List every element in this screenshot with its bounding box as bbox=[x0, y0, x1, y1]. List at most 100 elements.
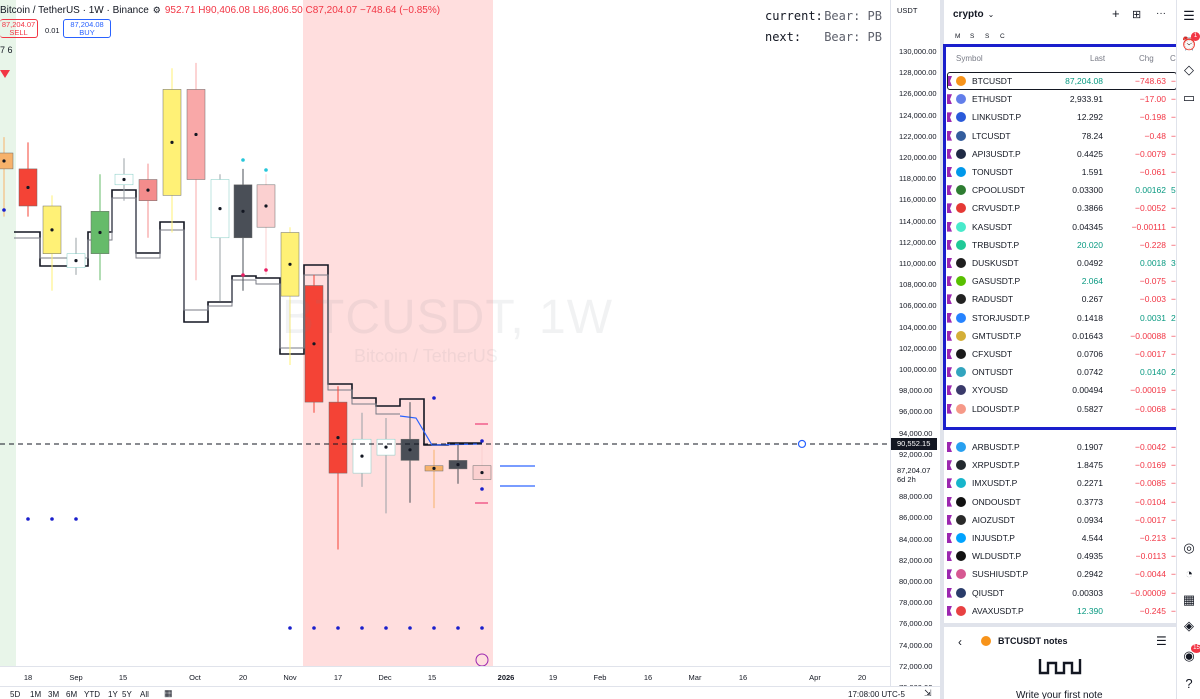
watchlist-row[interactable]: LINKUSDT.P 12.292 −0.198 −1 bbox=[944, 108, 1176, 126]
watchlist-row[interactable]: TONUSDT 1.591 −0.061 −3 bbox=[944, 163, 1176, 181]
chat-icon[interactable]: ▭ bbox=[1182, 90, 1196, 105]
price-chart[interactable] bbox=[0, 0, 890, 666]
scale-toggle-icon[interactable]: ⇲ bbox=[924, 688, 932, 698]
range-button[interactable]: YTD bbox=[84, 690, 100, 699]
watchlist-row[interactable]: ARBUSDT.P 0.1907 −0.0042 −2 bbox=[944, 438, 1176, 456]
watchlist-row[interactable]: GMTUSDT.P 0.01643 −0.00088 −5 bbox=[944, 327, 1176, 345]
watchlist-row[interactable]: ETHUSDT 2,933.91 −17.00 −0 bbox=[944, 90, 1176, 108]
target-icon[interactable]: ◎ bbox=[1183, 540, 1195, 555]
flag-icon[interactable] bbox=[947, 551, 952, 562]
flag-icon[interactable] bbox=[947, 514, 952, 525]
watchlist-section-tab[interactable]: M bbox=[955, 33, 961, 40]
column-last[interactable]: Last bbox=[1090, 54, 1106, 63]
flag-icon[interactable] bbox=[947, 569, 952, 580]
flag-icon[interactable] bbox=[947, 221, 952, 232]
range-button[interactable]: 1M bbox=[30, 690, 42, 699]
price-axis[interactable]: USDT 130,000.00 128,000.00 126,000.00 124,0… bbox=[890, 0, 940, 692]
watchlist-row[interactable]: RADUSDT 0.267 −0.003 −1 bbox=[944, 290, 1176, 308]
watchlist-row[interactable]: AIOZUSDT 0.0934 −0.0017 −1 bbox=[944, 511, 1176, 529]
flag-icon[interactable] bbox=[947, 239, 952, 250]
chart-pane[interactable]: Bitcoin / TetherUS · 1W · Binance ⚙ 952.… bbox=[0, 0, 890, 686]
notes-list-icon[interactable]: ☰ bbox=[1156, 634, 1167, 648]
range-button[interactable]: 3M bbox=[48, 690, 60, 699]
watchlist-row[interactable]: TRBUSDT.P 20.020 −0.228 −1 bbox=[944, 236, 1176, 254]
interval-badge[interactable]: 7 6 bbox=[0, 45, 13, 55]
flag-icon[interactable] bbox=[947, 112, 952, 123]
flag-icon[interactable] bbox=[947, 349, 952, 359]
flag-icon[interactable] bbox=[947, 94, 952, 105]
flag-icon[interactable] bbox=[947, 385, 952, 396]
watchlist-row[interactable]: INJUSDT.P 4.544 −0.213 −4 bbox=[944, 529, 1176, 547]
watchlist-row[interactable]: STORJUSDT.P 0.1418 0.0031 2.2 bbox=[944, 309, 1176, 327]
flag-icon[interactable] bbox=[947, 258, 952, 268]
symbol-legend[interactable]: Bitcoin / TetherUS · 1W · Binance bbox=[0, 4, 149, 16]
flag-icon[interactable] bbox=[947, 276, 952, 287]
flag-icon[interactable] bbox=[947, 203, 952, 214]
calendar-icon[interactable]: ▦ bbox=[164, 688, 173, 698]
flag-icon[interactable] bbox=[947, 533, 952, 543]
bulb-icon[interactable]: ◔ bbox=[1185, 566, 1193, 581]
watchlist-row[interactable]: DUSKUSDT 0.0492 0.0018 3.8 bbox=[944, 254, 1176, 272]
range-button[interactable]: 5D bbox=[10, 690, 21, 699]
watchlist-section-tab[interactable]: S bbox=[970, 33, 975, 40]
watchlist-row[interactable]: LDOUSDT.P 0.5827 −0.0068 −1 bbox=[944, 400, 1176, 418]
watchlist-title[interactable]: crypto ⌄ bbox=[953, 9, 994, 20]
clock[interactable]: 17:08:00 UTC-5 bbox=[848, 690, 905, 699]
watchlist-row[interactable]: API3USDT.P 0.4425 −0.0079 −1 bbox=[944, 145, 1176, 163]
watchlist-row[interactable]: WLDUSDT.P 0.4935 −0.0113 −2 bbox=[944, 547, 1176, 565]
sell-button[interactable]: 87,204.07 SELL bbox=[0, 19, 38, 38]
calendar-grid-icon[interactable]: ▦ bbox=[1182, 592, 1196, 607]
watchlist-section-tab[interactable]: S bbox=[985, 33, 990, 40]
flag-icon[interactable] bbox=[947, 442, 952, 452]
column-chgp[interactable]: C bbox=[1170, 54, 1176, 63]
help-icon[interactable]: ? bbox=[1185, 676, 1193, 691]
flag-icon[interactable] bbox=[947, 587, 952, 598]
write-first-note[interactable]: Write your first note bbox=[1016, 690, 1103, 699]
flag-icon[interactable] bbox=[947, 478, 952, 489]
layout-icon[interactable]: ⊞ bbox=[1132, 9, 1142, 21]
flag-icon[interactable] bbox=[947, 330, 952, 341]
flag-icon[interactable] bbox=[947, 130, 952, 141]
flag-icon[interactable] bbox=[947, 148, 952, 159]
column-symbol[interactable]: Symbol bbox=[956, 54, 983, 63]
watchlist-row[interactable]: QIUSDT 0.00303 −0.00009 −2 bbox=[944, 584, 1176, 602]
flag-icon[interactable] bbox=[947, 460, 952, 471]
flag-icon[interactable] bbox=[947, 605, 952, 616]
flag-icon[interactable] bbox=[947, 312, 952, 323]
back-icon[interactable]: ‹ bbox=[958, 635, 962, 649]
flag-icon[interactable] bbox=[947, 185, 952, 196]
range-button[interactable]: All bbox=[140, 690, 149, 699]
watchlist-row[interactable]: IMXUSDT.P 0.2271 −0.0085 −3 bbox=[944, 474, 1176, 492]
layers-icon[interactable]: ◇ bbox=[1184, 62, 1194, 77]
buy-button[interactable]: 87,204.08 BUY bbox=[63, 19, 111, 38]
watchlist-row[interactable]: KASUSDT 0.04345 −0.00111 −2 bbox=[944, 218, 1176, 236]
notifications-icon[interactable]: ◉ bbox=[1183, 648, 1195, 663]
flag-icon[interactable] bbox=[947, 76, 952, 86]
watchlist-row[interactable]: ONTUSDT 0.0742 0.0140 23 bbox=[944, 363, 1176, 381]
watchlist-row[interactable]: ONDOUSDT 0.3773 −0.0104 −2 bbox=[944, 493, 1176, 511]
currency-label[interactable]: USDT bbox=[897, 6, 918, 15]
watchlist-row[interactable]: XRPUSDT.P 1.8475 −0.0169 −0 bbox=[944, 456, 1176, 474]
range-button[interactable]: 1Y bbox=[108, 690, 118, 699]
flag-icon[interactable] bbox=[947, 496, 952, 507]
gear-icon[interactable]: ⚙ bbox=[152, 4, 161, 15]
watchlist-row[interactable]: CFXUSDT 0.0706 −0.0017 −2 bbox=[944, 345, 1176, 363]
watchlist-section-tab[interactable]: C bbox=[1000, 33, 1005, 40]
range-button[interactable]: 5Y bbox=[122, 690, 132, 699]
range-button[interactable]: 6M bbox=[66, 690, 78, 699]
watchlist-row[interactable]: LTCUSDT 78.24 −0.48 −0 bbox=[944, 127, 1176, 145]
ideas-icon[interactable]: ◈ bbox=[1184, 618, 1194, 633]
flag-icon[interactable] bbox=[947, 367, 952, 378]
flag-icon[interactable] bbox=[947, 294, 952, 305]
watchlist-row[interactable]: AVAXUSDT.P 12.390 −0.245 −1 bbox=[944, 602, 1176, 620]
watchlist-row[interactable]: GASUSDT.P 2.064 −0.075 −3 bbox=[944, 272, 1176, 290]
watchlist-row[interactable]: SUSHIUSDT.P 0.2942 −0.0044 −1 bbox=[944, 565, 1176, 583]
watchlist-row[interactable]: BTCUSDT 87,204.08 −748.63 −0 bbox=[944, 72, 1176, 90]
watchlist-icon[interactable]: ☰ bbox=[1183, 8, 1195, 23]
column-chg[interactable]: Chg bbox=[1139, 54, 1154, 63]
watchlist-row[interactable]: CPOOLUSDT 0.03300 0.00162 5.1 bbox=[944, 181, 1176, 199]
more-icon[interactable]: ··· bbox=[1156, 8, 1166, 19]
add-symbol-icon[interactable]: + bbox=[1112, 6, 1120, 21]
flag-icon[interactable] bbox=[947, 167, 952, 177]
flag-icon[interactable] bbox=[947, 403, 952, 414]
